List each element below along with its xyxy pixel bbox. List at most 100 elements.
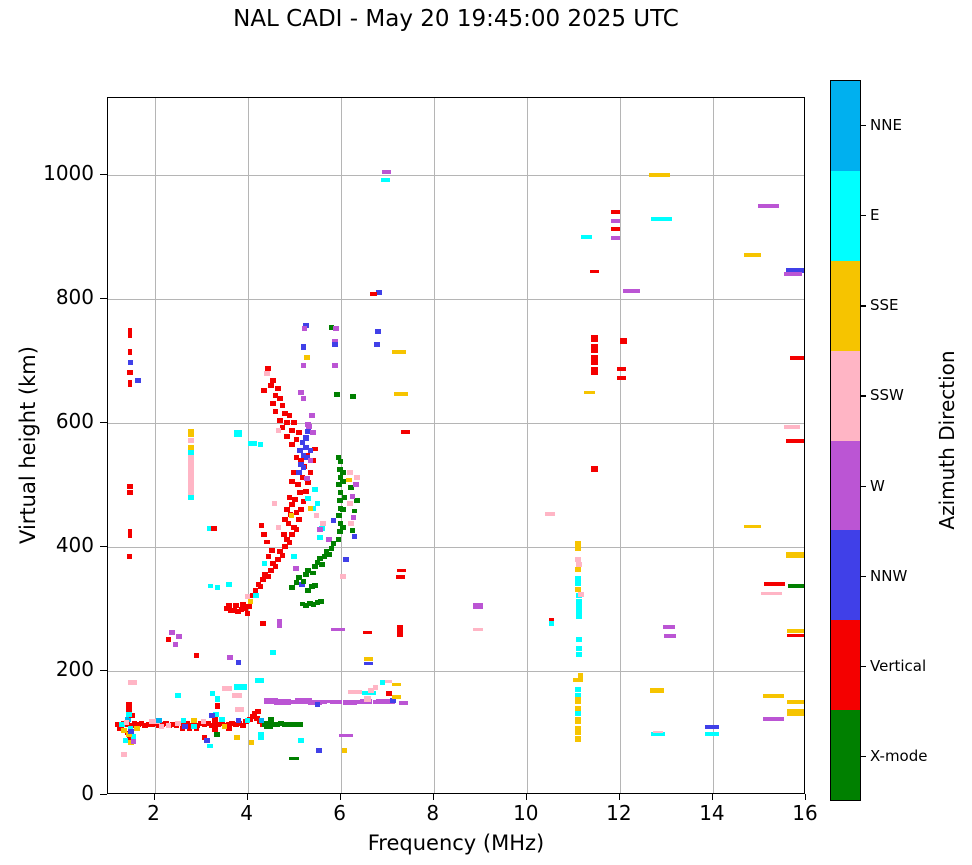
data-point: [172, 641, 179, 647]
data-point: [209, 713, 216, 719]
colorbar-tickmark: [861, 395, 866, 397]
data-point: [125, 716, 131, 722]
x-tickmark: [432, 794, 435, 800]
y-tickmark: [100, 421, 107, 424]
colorbar-tickmark: [861, 125, 866, 127]
x-tick-label: 16: [792, 801, 818, 825]
data-point: [300, 578, 307, 584]
data-point: [285, 722, 292, 728]
data-point: [293, 722, 299, 728]
data-point: [298, 462, 304, 467]
data-point: [760, 591, 782, 596]
data-point: [337, 489, 344, 495]
data-point: [295, 575, 302, 581]
data-point: [300, 362, 307, 368]
data-point: [296, 721, 303, 727]
data-point: [392, 350, 407, 355]
data-point: [272, 392, 279, 398]
data-point: [363, 661, 374, 666]
data-point: [299, 582, 305, 588]
data-point: [312, 564, 318, 570]
data-point: [305, 568, 311, 573]
data-point: [335, 454, 342, 460]
data-point: [247, 440, 257, 446]
data-point: [317, 699, 327, 705]
data-point: [300, 465, 307, 471]
data-point: [293, 580, 300, 586]
data-point: [336, 466, 343, 472]
data-point: [221, 724, 228, 730]
data-point: [165, 637, 172, 643]
data-point: [270, 561, 276, 567]
data-point: [300, 452, 307, 458]
data-point: [219, 721, 225, 727]
x-tickmark: [618, 794, 621, 800]
data-point: [289, 479, 295, 485]
data-point: [336, 482, 343, 488]
data-point: [302, 323, 309, 329]
data-point: [299, 440, 306, 446]
data-point: [265, 574, 271, 580]
data-point: [291, 470, 297, 476]
data-point: [789, 355, 804, 360]
data-point: [610, 226, 620, 231]
data-point: [233, 722, 239, 728]
data-point: [222, 685, 232, 691]
gridline-vertical: [340, 98, 342, 793]
data-point: [302, 488, 309, 494]
data-point: [264, 539, 270, 545]
data-point: [261, 561, 268, 567]
data-point: [282, 544, 288, 550]
data-point: [762, 717, 784, 722]
data-point: [574, 697, 581, 705]
x-tickmark: [805, 794, 807, 800]
data-point: [121, 751, 127, 757]
data-point: [286, 413, 293, 418]
data-point: [304, 476, 310, 482]
data-point: [282, 411, 288, 417]
data-point: [349, 493, 356, 499]
data-point: [145, 721, 152, 727]
colorbar-tickmark: [861, 305, 866, 307]
data-point: [575, 540, 581, 546]
data-point: [548, 618, 555, 624]
x-tick-label: 2: [147, 801, 160, 825]
data-point: [186, 725, 193, 731]
data-point: [574, 726, 581, 735]
data-point: [214, 731, 220, 737]
data-point: [650, 688, 665, 694]
data-point: [134, 725, 140, 731]
data-point: [293, 527, 300, 533]
data-point: [129, 713, 135, 719]
data-point: [575, 546, 581, 552]
data-point: [214, 703, 221, 710]
data-point: [763, 582, 785, 587]
data-point: [316, 748, 323, 754]
data-point: [330, 699, 342, 705]
data-point: [296, 448, 303, 454]
data-point: [235, 659, 242, 665]
colorbar-tickmark: [861, 665, 866, 667]
data-point: [321, 553, 328, 559]
data-point: [330, 541, 337, 547]
data-point: [295, 429, 302, 435]
data-point: [398, 701, 409, 706]
data-point: [271, 501, 278, 507]
data-point: [191, 721, 197, 727]
data-point: [616, 375, 626, 380]
data-point: [295, 698, 312, 705]
data-point: [318, 599, 324, 604]
data-point: [127, 360, 134, 366]
data-point: [574, 736, 581, 743]
gridline-horizontal: [108, 546, 804, 548]
data-point: [289, 756, 299, 761]
colorbar-tickmark: [861, 755, 866, 758]
colorbar-tick-label: E: [870, 206, 880, 225]
colorbar: [830, 80, 861, 801]
data-point: [234, 735, 240, 741]
data-point: [257, 584, 264, 590]
chart-title: NAL CADI - May 20 19:45:00 2025 UTC: [233, 6, 679, 32]
data-point: [314, 501, 321, 507]
data-point: [336, 497, 343, 503]
data-point: [284, 537, 290, 542]
